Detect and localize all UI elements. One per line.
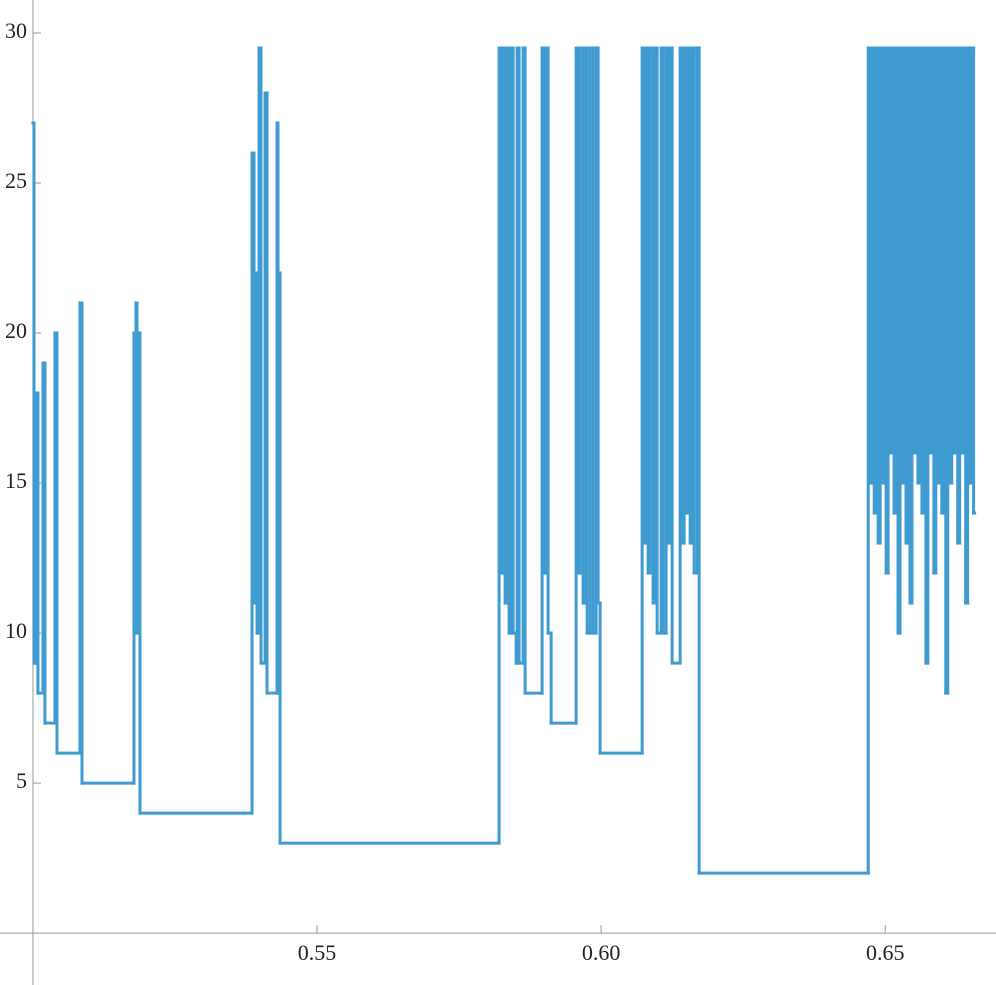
step-line [31,46,977,875]
y-tick-label: 5 [16,768,27,793]
y-tick-label: 20 [5,318,27,343]
x-tick-label: 0.60 [582,940,621,965]
y-tick-label: 10 [5,618,27,643]
y-tick-label: 15 [5,468,27,493]
y-tick-label: 30 [5,18,27,43]
y-tick-label: 25 [5,168,27,193]
x-tick-label: 0.55 [298,940,337,965]
x-tick-label: 0.65 [866,940,905,965]
